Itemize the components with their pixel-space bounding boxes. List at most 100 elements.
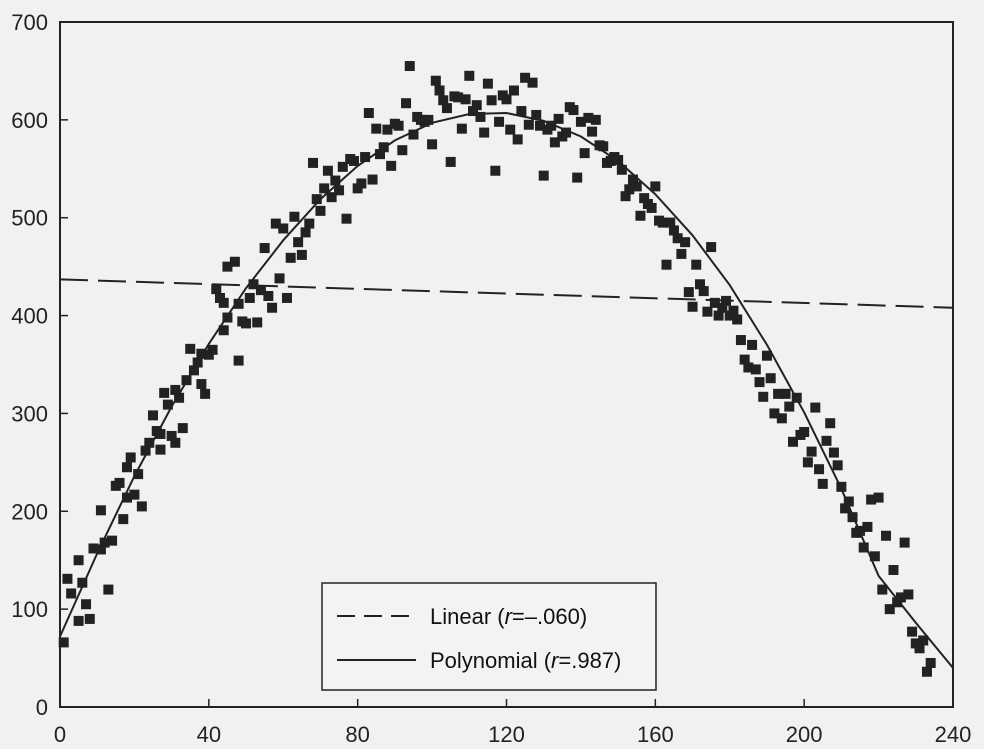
legend-linear-label: Linear (r=–.060) bbox=[430, 604, 587, 629]
data-point bbox=[315, 205, 326, 216]
data-point bbox=[334, 185, 345, 196]
data-point bbox=[58, 637, 69, 648]
data-point bbox=[512, 134, 523, 145]
data-point bbox=[471, 100, 482, 111]
data-point bbox=[694, 279, 705, 290]
data-point bbox=[308, 157, 319, 168]
data-point bbox=[73, 615, 84, 626]
data-point bbox=[408, 129, 419, 140]
data-point bbox=[386, 160, 397, 171]
data-point bbox=[657, 217, 668, 228]
data-point bbox=[739, 354, 750, 365]
data-point bbox=[322, 165, 333, 176]
data-point bbox=[546, 120, 557, 131]
data-point bbox=[754, 377, 765, 388]
data-point bbox=[140, 445, 151, 456]
data-point bbox=[252, 317, 263, 328]
data-point bbox=[482, 78, 493, 89]
data-point bbox=[765, 373, 776, 384]
data-point bbox=[553, 113, 564, 124]
data-point bbox=[717, 302, 728, 313]
data-point bbox=[348, 155, 359, 166]
data-point bbox=[869, 551, 880, 562]
data-point bbox=[77, 577, 88, 588]
data-point bbox=[356, 178, 367, 189]
y-tick-label: 400 bbox=[11, 304, 48, 329]
data-point bbox=[828, 447, 839, 458]
data-point bbox=[635, 210, 646, 221]
linear-fit-line bbox=[59, 278, 954, 309]
data-point bbox=[840, 503, 851, 514]
data-point bbox=[895, 592, 906, 603]
data-point bbox=[676, 248, 687, 259]
data-point bbox=[687, 301, 698, 312]
data-point bbox=[788, 436, 799, 447]
data-point bbox=[821, 435, 832, 446]
data-point bbox=[404, 61, 415, 72]
data-point bbox=[527, 77, 538, 88]
data-point bbox=[445, 156, 456, 167]
data-point bbox=[538, 170, 549, 181]
data-point bbox=[743, 362, 754, 373]
data-point bbox=[289, 211, 300, 222]
data-point bbox=[460, 94, 471, 105]
data-point bbox=[486, 95, 497, 106]
data-point bbox=[196, 379, 207, 390]
data-point bbox=[468, 106, 479, 117]
data-point bbox=[174, 392, 185, 403]
data-point bbox=[624, 184, 635, 195]
data-point bbox=[825, 418, 836, 429]
data-point bbox=[434, 85, 445, 96]
data-point bbox=[490, 165, 501, 176]
data-point bbox=[133, 469, 144, 480]
data-point bbox=[218, 297, 229, 308]
data-point bbox=[438, 95, 449, 106]
data-point bbox=[598, 141, 609, 152]
x-tick-label: 80 bbox=[345, 722, 369, 747]
data-point bbox=[374, 149, 385, 160]
fit-lines bbox=[59, 111, 954, 669]
data-point bbox=[561, 127, 572, 138]
data-point bbox=[159, 387, 170, 398]
data-point bbox=[780, 388, 791, 399]
data-point bbox=[107, 535, 118, 546]
data-point bbox=[750, 364, 761, 375]
data-point bbox=[170, 384, 181, 395]
data-point bbox=[899, 537, 910, 548]
data-point bbox=[888, 565, 899, 575]
data-point bbox=[363, 108, 374, 119]
data-point bbox=[921, 666, 932, 677]
data-point bbox=[665, 217, 676, 228]
data-point bbox=[121, 462, 132, 473]
data-point bbox=[330, 175, 341, 186]
data-point bbox=[758, 391, 769, 402]
data-point bbox=[866, 494, 877, 505]
data-point bbox=[683, 287, 694, 298]
data-point bbox=[319, 183, 330, 194]
x-axis-ticks: 0 40 80 120 160 200 240 bbox=[54, 699, 971, 747]
data-point bbox=[114, 477, 125, 488]
data-point bbox=[170, 437, 181, 448]
data-point bbox=[337, 161, 348, 172]
data-point bbox=[81, 599, 92, 610]
data-point bbox=[129, 489, 140, 500]
data-point bbox=[583, 112, 594, 123]
polynomial-fit-line bbox=[59, 111, 954, 669]
data-point bbox=[300, 227, 311, 238]
data-point bbox=[884, 604, 895, 615]
data-point bbox=[881, 530, 892, 541]
data-point bbox=[84, 613, 95, 624]
data-point bbox=[814, 464, 825, 475]
data-point bbox=[88, 543, 99, 554]
data-point bbox=[244, 292, 255, 303]
data-point bbox=[248, 279, 259, 290]
data-point bbox=[494, 116, 505, 127]
data-point bbox=[95, 505, 106, 516]
data-point bbox=[177, 423, 188, 434]
data-point bbox=[709, 297, 720, 308]
x-tick-label: 240 bbox=[935, 722, 972, 747]
y-tick-label: 600 bbox=[11, 108, 48, 133]
data-point bbox=[680, 237, 691, 248]
data-point bbox=[832, 460, 843, 471]
